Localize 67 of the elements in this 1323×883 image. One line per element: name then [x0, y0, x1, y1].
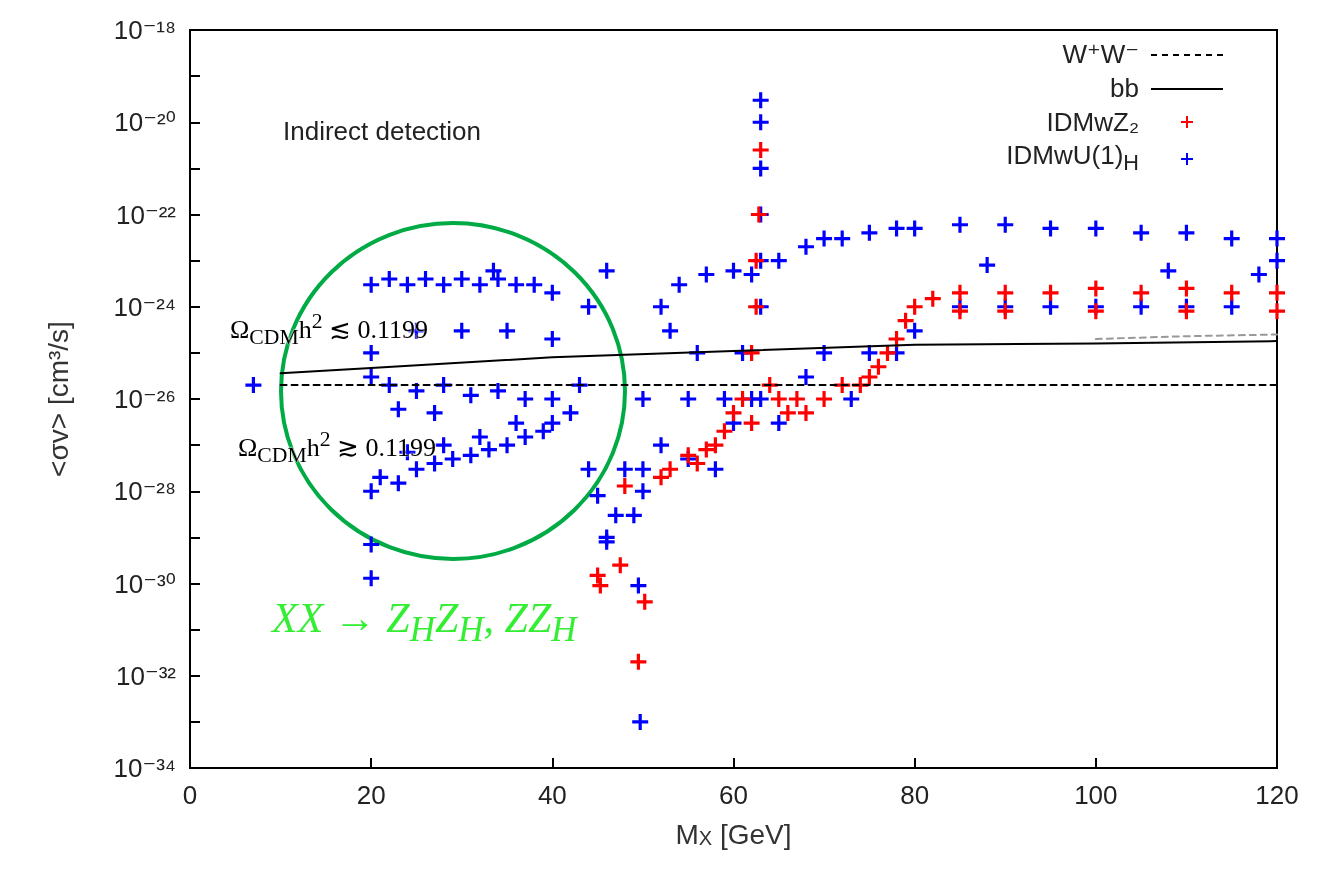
point	[698, 441, 715, 458]
annotation: Indirect detection	[283, 116, 482, 148]
point	[1178, 303, 1195, 320]
point	[662, 461, 679, 478]
point	[951, 284, 968, 301]
y-tick-label: 10⁻²⁸	[113, 476, 176, 507]
point	[924, 290, 941, 307]
point	[1223, 284, 1240, 301]
y-tick-label: 10⁻³²	[116, 660, 177, 691]
point	[748, 252, 765, 269]
point	[1269, 303, 1285, 320]
y-tick-label: 10⁻¹⁸	[113, 15, 176, 45]
point	[689, 455, 706, 472]
y-tick-label: 10⁻³⁰	[114, 568, 176, 599]
point	[1269, 284, 1285, 301]
y-tick-label: 10⁻²⁶	[113, 384, 176, 414]
point	[951, 303, 968, 320]
point	[725, 404, 742, 421]
point	[788, 391, 805, 407]
y-axis-title: <σv> [cm³/s]	[42, 321, 74, 477]
point	[743, 415, 760, 432]
point	[770, 391, 787, 407]
point	[612, 557, 629, 574]
annotation: XX → Z$_{H}$Z$_{H}$, ZZ$_{H}$	[272, 594, 577, 652]
point	[897, 312, 914, 329]
point	[616, 477, 633, 494]
point	[906, 298, 923, 315]
y-tick-label: 10⁻²⁴	[113, 291, 176, 322]
point	[653, 469, 670, 486]
x-tick-label: 120	[1255, 780, 1299, 810]
point	[997, 303, 1014, 320]
legend-label: bb	[1110, 71, 1139, 105]
point	[1133, 284, 1150, 301]
x-tick-label: 40	[537, 780, 567, 810]
point	[1042, 284, 1059, 301]
y-tick-label: 10⁻³⁴	[113, 753, 176, 783]
point	[748, 298, 765, 315]
point	[592, 577, 609, 594]
point	[997, 284, 1014, 301]
point	[680, 447, 697, 464]
point	[716, 423, 733, 440]
y-tick-label: 10⁻²²	[116, 199, 177, 230]
point	[870, 358, 887, 375]
x-tick-label: 60	[719, 780, 748, 810]
point	[707, 437, 724, 454]
x-tick-label: 20	[356, 780, 386, 810]
point	[589, 567, 606, 584]
x-tick-label: 100	[1074, 780, 1118, 810]
point	[752, 142, 769, 159]
point	[779, 404, 796, 421]
y-tick-label: 10⁻²⁰	[114, 107, 176, 138]
x-axis-title: MX [GeV]	[675, 818, 792, 850]
legend-label: IDMwZ₂	[1046, 105, 1139, 139]
legend-label: W⁺W⁻	[1062, 38, 1139, 71]
point	[797, 404, 814, 421]
point	[816, 391, 833, 407]
x-tick-label: 0	[182, 780, 198, 810]
point	[630, 653, 647, 670]
x-tick-label: 80	[900, 780, 930, 810]
point	[888, 330, 905, 347]
point	[861, 368, 878, 385]
point	[1087, 280, 1104, 297]
point	[1087, 303, 1104, 320]
point	[734, 391, 751, 407]
legend-label: IDMwU(1)$_{H}$	[1006, 139, 1139, 178]
point	[636, 593, 653, 610]
point	[1178, 280, 1195, 297]
